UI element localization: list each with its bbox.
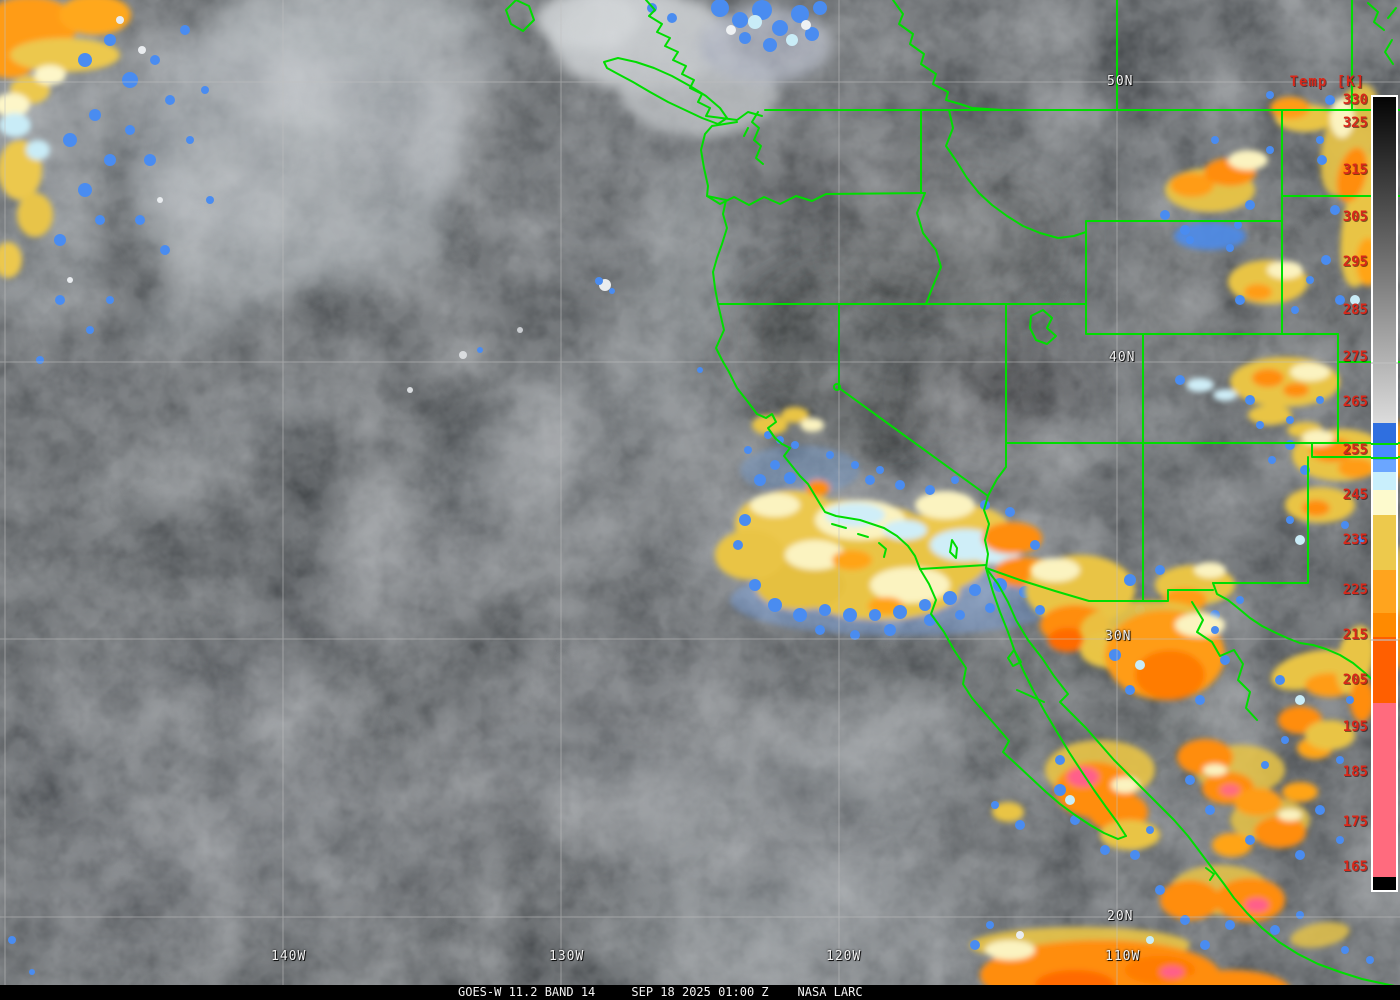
- footer-bar: GOES-W 11.2 BAND 14 SEP 18 2025 01:00 Z …: [0, 985, 1400, 1000]
- colorbar-overprint-line: [1371, 639, 1398, 641]
- manitoba-lakes: [1367, 2, 1385, 31]
- border-wyoming: [1085, 220, 1339, 335]
- coastline-vancouver-island: [603, 57, 728, 125]
- latitude-label: 30N: [1105, 629, 1132, 644]
- lake-tahoe: [833, 383, 841, 391]
- border-or-id: [916, 192, 942, 305]
- coastline-baja-west: [919, 568, 1127, 840]
- colorbar-tick-label: 165: [1342, 859, 1368, 875]
- cedros-island: [1007, 649, 1022, 667]
- coastline-baja-east: [985, 567, 1127, 837]
- colorbar-tick-label: 195: [1342, 719, 1368, 735]
- footer-caption: GOES-W 11.2 BAND 14 SEP 18 2025 01:00 Z …: [458, 985, 863, 999]
- coastline-puget-sound: [751, 111, 764, 165]
- latitude-label: 20N: [1107, 909, 1134, 924]
- colorbar-tick-label: 225: [1342, 582, 1368, 598]
- colorbar-segment: [1373, 472, 1396, 490]
- colorbar-title: Temp [K]: [1289, 74, 1365, 90]
- longitude-label: 120W: [826, 949, 862, 964]
- colorbar-segment: [1373, 443, 1396, 460]
- coastline-bc-mainland: [645, 0, 763, 121]
- colorbar-overprint-line: [1371, 457, 1398, 459]
- colorbar-segment: [1373, 97, 1396, 423]
- colorbar-tick-label: 265: [1342, 394, 1368, 410]
- border-us-mexico: [919, 564, 1214, 602]
- colorbar-segment: [1373, 570, 1396, 613]
- border-id-mt: [945, 109, 1087, 239]
- colorbar-tick-label: 255: [1342, 442, 1368, 458]
- border-ok-tx-panhandle: [1311, 442, 1400, 458]
- great-salt-lake: [1029, 309, 1057, 345]
- border-rio-grande: [1212, 582, 1398, 708]
- colorbar-tick-label: 325: [1342, 115, 1368, 131]
- colorbar-segment: [1373, 460, 1396, 472]
- colorbar-tick-label: 285: [1342, 302, 1368, 318]
- colorbar-tick-label: 305: [1342, 209, 1368, 225]
- border-bc-alberta: [892, 0, 1004, 111]
- colorbar-segment: [1373, 515, 1396, 570]
- longitude-label: 140W: [271, 949, 307, 964]
- colorbar-tick-label: 295: [1342, 254, 1368, 270]
- colorbar-overprint-line: [1371, 443, 1398, 445]
- border-nv-az-colorado-river: [983, 442, 1007, 569]
- colorbar-segment: [1373, 637, 1396, 703]
- colorbar-tick-label: 245: [1342, 487, 1368, 503]
- colorbar-tick-label: 215: [1342, 627, 1368, 643]
- salton-sea: [949, 539, 958, 559]
- colorbar-tick-label: 175: [1342, 814, 1368, 830]
- border-sonora-chihuahua: [1191, 601, 1258, 721]
- colorbar-overprint-line: [1371, 362, 1398, 364]
- longitude-label: 110W: [1105, 949, 1141, 964]
- colorbar-segment: [1373, 877, 1396, 890]
- colorbar-tick-label: 185: [1342, 764, 1368, 780]
- colorbar-segment: [1373, 703, 1396, 877]
- coastline-mexico-mainland: [985, 567, 1400, 988]
- border-baja-division: [1016, 689, 1045, 703]
- border-nm-tx: [1212, 456, 1309, 584]
- colorbar-segment: [1373, 490, 1396, 515]
- coastline-haida-gwaii: [505, 0, 535, 32]
- latitude-label: 50N: [1107, 74, 1134, 89]
- border-wa-or: [706, 192, 926, 206]
- colorbar-segment: [1373, 423, 1396, 443]
- colorbar-tick-label: 205: [1342, 672, 1368, 688]
- coastline-pacific-west: [700, 121, 921, 570]
- islas-marias: [1205, 867, 1215, 881]
- channel-islands: [831, 523, 847, 529]
- colorbar-tick-label: 275: [1342, 349, 1368, 365]
- map-borders-coastlines: [505, 0, 1400, 988]
- colorbar-tick-label: 235: [1342, 532, 1368, 548]
- temperature-colorbar: [1371, 95, 1398, 892]
- colorbar-tick-label: 315: [1342, 162, 1368, 178]
- colorbar-tick-label: 330: [1342, 92, 1368, 108]
- colorbar-segment: [1373, 613, 1396, 637]
- latitude-label: 40N: [1109, 350, 1136, 365]
- longitude-label: 130W: [549, 949, 585, 964]
